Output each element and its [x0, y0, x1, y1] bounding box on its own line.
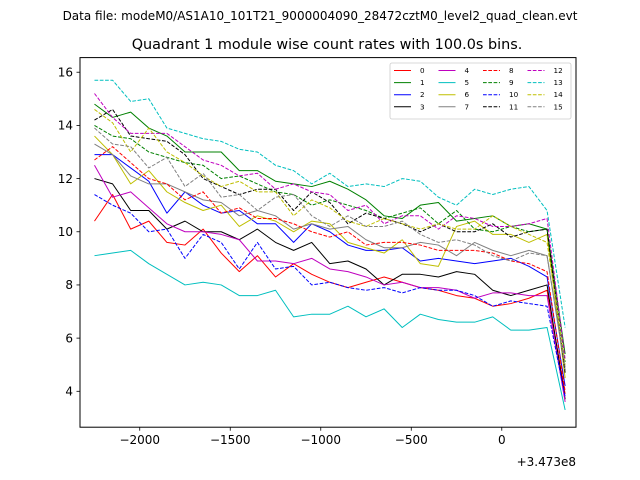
series-line-2	[94, 154, 566, 387]
series-line-5	[94, 249, 566, 411]
legend-label-0: 0	[420, 66, 425, 75]
axes-frame	[79, 57, 577, 428]
x-tick-label: 0	[498, 433, 506, 447]
legend-label-3: 3	[420, 102, 425, 111]
x-tick-label: −1000	[300, 433, 341, 447]
series-line-10	[94, 194, 566, 397]
legend-label-2: 2	[420, 90, 425, 99]
y-tick-label: 10	[58, 225, 73, 239]
series-line-9	[94, 124, 566, 363]
y-tick-label: 6	[65, 331, 73, 345]
series-line-1	[94, 103, 566, 355]
x-offset-label: +3.473e8	[517, 455, 576, 469]
legend-label-10: 10	[509, 90, 519, 99]
legend-label-9: 9	[509, 78, 514, 87]
legend-label-4: 4	[465, 66, 470, 75]
data-file-label: Data file: modeM0/AS1A10_101T21_90000040…	[63, 9, 578, 23]
series-line-6	[94, 135, 566, 379]
series-line-12	[94, 93, 566, 360]
legend-label-8: 8	[509, 66, 514, 75]
series-line-4	[94, 165, 566, 403]
y-tick-label: 8	[65, 278, 73, 292]
series-line-7	[94, 143, 566, 371]
series-line-13	[94, 79, 566, 328]
y-tick-label: 14	[58, 119, 73, 133]
legend-label-6: 6	[465, 90, 470, 99]
legend-label-13: 13	[554, 78, 563, 87]
legend-label-15: 15	[554, 102, 563, 111]
x-tick-label: −1500	[210, 433, 251, 447]
y-tick-label: 12	[58, 172, 73, 186]
y-tick-label: 16	[58, 66, 73, 80]
legend-label-7: 7	[465, 102, 470, 111]
legend-frame	[389, 62, 572, 120]
chart-title: Quadrant 1 module wise count rates with …	[132, 37, 523, 53]
legend-label-11: 11	[509, 102, 518, 111]
legend-label-5: 5	[465, 78, 470, 87]
x-tick-label: −2000	[119, 433, 160, 447]
y-tick-label: 4	[65, 385, 73, 399]
series-line-15	[94, 127, 566, 368]
x-tick-label: −500	[395, 433, 428, 447]
series-line-0	[94, 194, 566, 395]
series-group	[94, 79, 566, 411]
series-line-11	[94, 108, 566, 373]
series-line-14	[94, 109, 566, 365]
legend-label-12: 12	[554, 66, 563, 75]
legend-label-1: 1	[420, 78, 425, 87]
legend-label-14: 14	[554, 90, 564, 99]
